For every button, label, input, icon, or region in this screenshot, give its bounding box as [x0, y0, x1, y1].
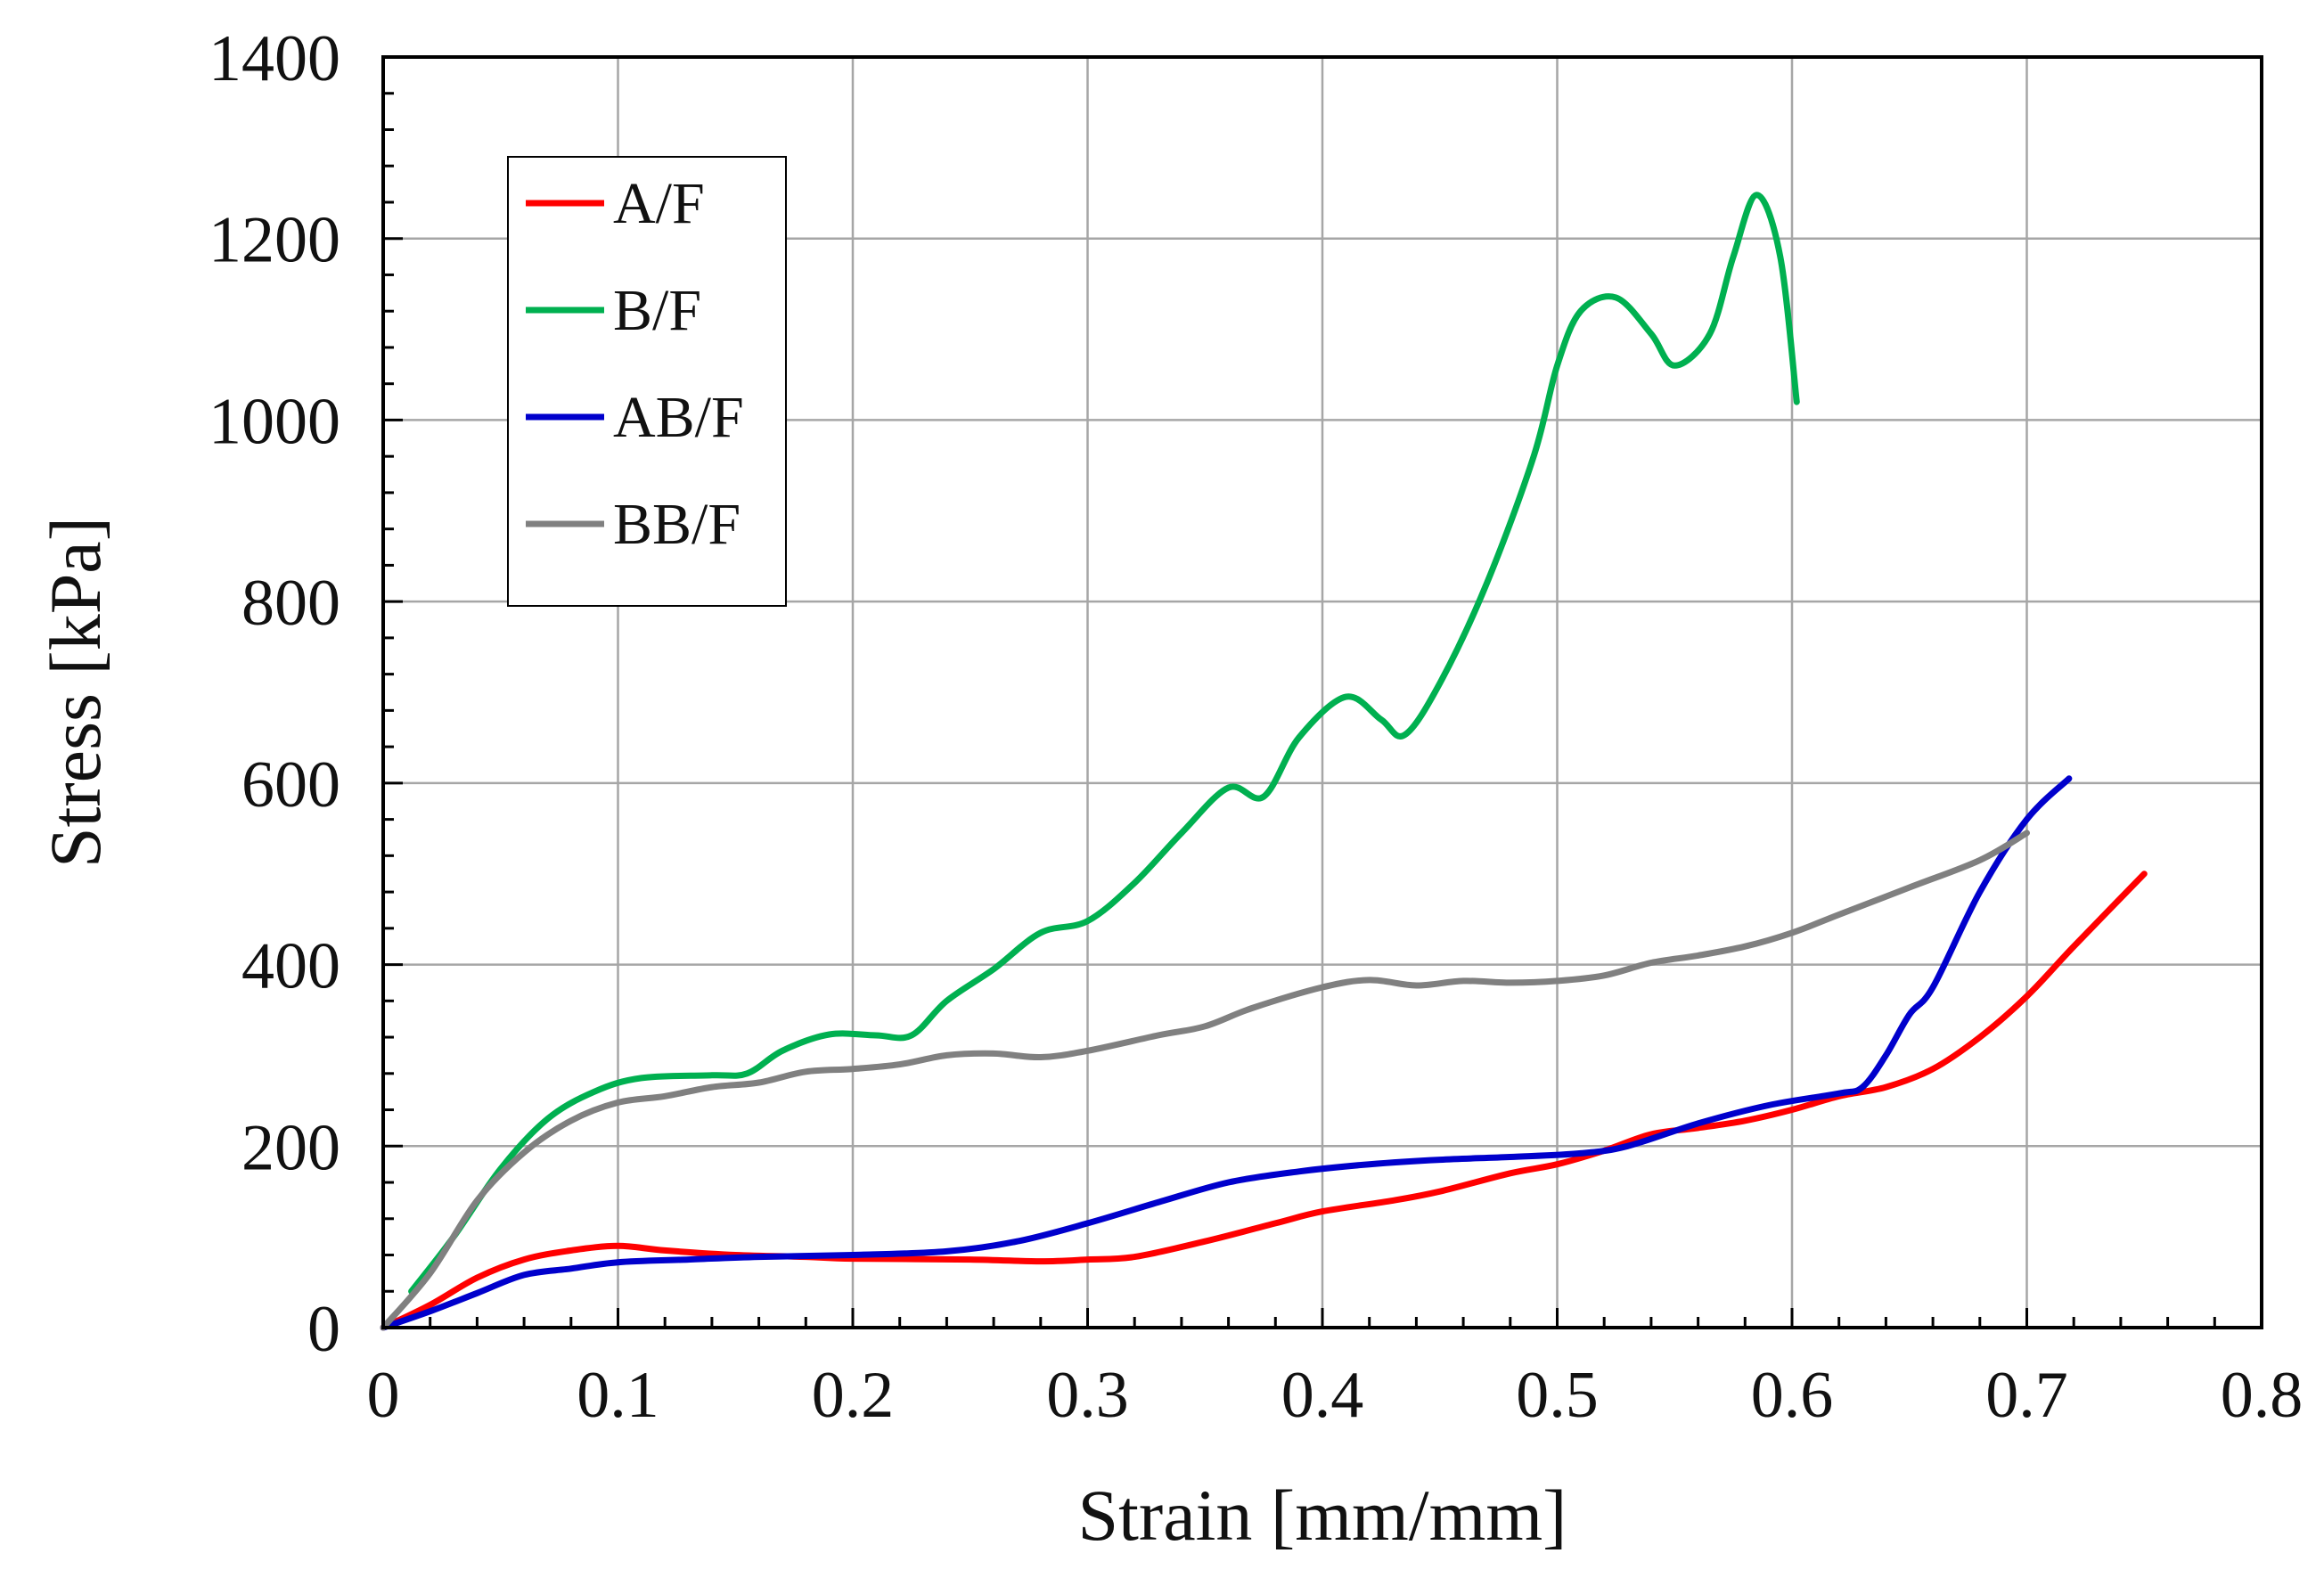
series-line-a-f [380, 871, 2148, 1331]
x-tick-label: 0.4 [1281, 1359, 1364, 1432]
x-axis-title: Strain [mm/mm] [1078, 1475, 1567, 1556]
y-tick-label: 1000 [209, 385, 340, 458]
y-tick-label: 1400 [209, 22, 340, 95]
series-group [380, 192, 2148, 1331]
x-tick-label: 0.2 [812, 1359, 895, 1432]
y-tick-labels: 0 200 400 600 800 1000 1200 1400 [209, 22, 340, 1366]
series-line-bb-f [380, 830, 2030, 1331]
x-tick-label: 0.7 [1985, 1359, 2068, 1432]
y-tick-label: 600 [241, 748, 340, 822]
x-tick-label: 0.6 [1751, 1359, 1834, 1432]
y-tick-label: 0 [307, 1293, 340, 1366]
legend-box [507, 156, 787, 607]
legend-label-bb-f: BB/F [613, 492, 741, 557]
legend-label-b-f: B/F [613, 278, 701, 343]
x-tick-label: 0.3 [1046, 1359, 1129, 1432]
x-tick-label: 0 [367, 1359, 400, 1432]
grid-lines [383, 57, 2262, 1328]
x-tick-label: 0.1 [577, 1359, 659, 1432]
y-tick-label: 200 [241, 1111, 340, 1184]
y-tick-label: 400 [241, 930, 340, 1003]
y-tick-label: 800 [241, 567, 340, 640]
axis-ticks [381, 55, 2263, 1329]
series-line-b-f [408, 192, 1800, 1295]
y-axis-title: Stress [kPa] [35, 517, 116, 868]
legend-label-ab-f: AB/F [613, 385, 744, 450]
x-tick-label: 0.5 [1516, 1359, 1599, 1432]
x-tick-label: 0.8 [2221, 1359, 2304, 1432]
series-line-ab-f [380, 775, 2073, 1331]
legend-label-a-f: A/F [613, 171, 705, 236]
legend: A/F B/F AB/F BB/F [507, 156, 787, 607]
y-tick-label: 1200 [209, 204, 340, 277]
x-tick-labels: 0 0.1 0.2 0.3 0.4 0.5 0.6 0.7 0.8 [367, 1359, 2304, 1432]
